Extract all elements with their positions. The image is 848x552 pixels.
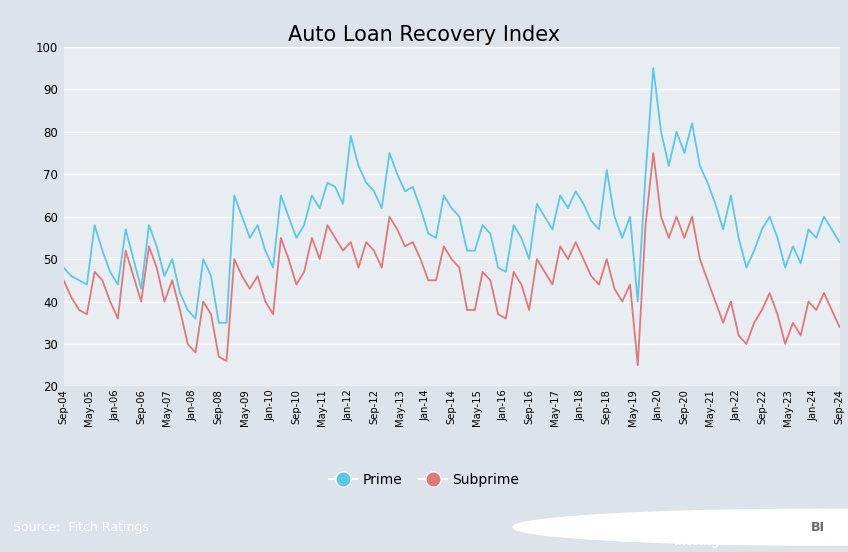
Text: Bloomberg: Bloomberg <box>674 514 746 528</box>
Text: Auto Loan Recovery Index: Auto Loan Recovery Index <box>288 25 560 45</box>
Circle shape <box>513 509 848 545</box>
Text: Source:  Fitch Ratings: Source: Fitch Ratings <box>13 521 148 534</box>
Legend: Prime, Subprime: Prime, Subprime <box>323 468 525 492</box>
Text: BI: BI <box>812 521 825 534</box>
Text: Intelligence: Intelligence <box>674 534 752 548</box>
